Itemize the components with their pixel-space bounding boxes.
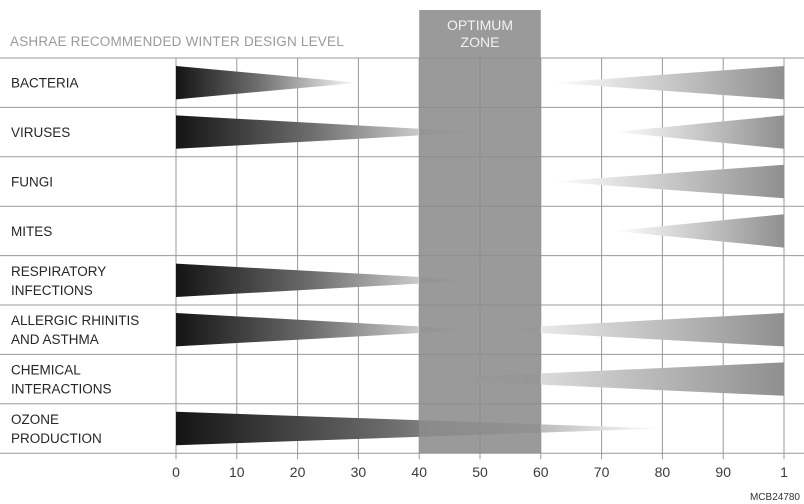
- risk-wedge: [176, 313, 480, 347]
- x-tick-label: 30: [351, 464, 367, 480]
- x-tick-label: 60: [533, 464, 549, 480]
- optimum-zone-label-1: OPTIMUM: [447, 17, 513, 33]
- row-label: ALLERGIC RHINITIS: [11, 313, 139, 328]
- row-labels: BACTERIA VIRUSES FUNGI MITES RESPIRATORY INFE…: [11, 76, 139, 446]
- row-label: BACTERIA: [11, 76, 79, 91]
- row-label: AND ASTHMA: [11, 332, 99, 347]
- risk-wedge: [480, 313, 784, 347]
- x-tick-label: 10: [229, 464, 245, 480]
- header-note: ASHRAE RECOMMENDED WINTER DESIGN LEVEL: [10, 34, 344, 49]
- row-label: INTERACTIONS: [11, 382, 112, 397]
- row-label: PRODUCTION: [11, 431, 102, 446]
- x-tick-label: 80: [655, 464, 671, 480]
- row-label: CHEMICAL: [11, 363, 81, 378]
- risk-wedge: [613, 115, 784, 149]
- x-tick-label: 0: [172, 464, 180, 480]
- row-label: INFECTIONS: [11, 283, 93, 298]
- risk-wedge: [176, 66, 359, 100]
- grid-lines: [0, 57, 804, 454]
- figure-code: MCB24780: [750, 492, 800, 503]
- optimum-zone-band: [419, 10, 541, 454]
- optimum-zone: OPTIMUM ZONE: [419, 10, 541, 454]
- x-tick-label: 70: [594, 464, 610, 480]
- row-label: OZONE: [11, 412, 59, 427]
- optimum-zone-label-2: ZONE: [461, 34, 500, 50]
- risk-wedge: [552, 164, 784, 199]
- risk-wedge: [613, 214, 784, 248]
- x-tick-label: 50: [472, 464, 488, 480]
- x-tick-label: 1: [780, 464, 788, 480]
- x-tick-label: 90: [715, 464, 731, 480]
- row-label: VIRUSES: [11, 125, 70, 140]
- risk-wedge: [176, 115, 480, 149]
- row-label: FUNGI: [11, 175, 53, 190]
- row-label: RESPIRATORY: [11, 264, 106, 279]
- risk-wedge: [419, 362, 784, 396]
- x-tick-label: 20: [290, 464, 306, 480]
- row-label: MITES: [11, 224, 52, 239]
- risk-wedge: [552, 66, 784, 100]
- x-tick-label: 40: [411, 464, 427, 480]
- x-axis-ticks: 0 10 20 30 40 50 60 70 80 90 1: [172, 453, 788, 480]
- risk-wedge: [176, 263, 480, 297]
